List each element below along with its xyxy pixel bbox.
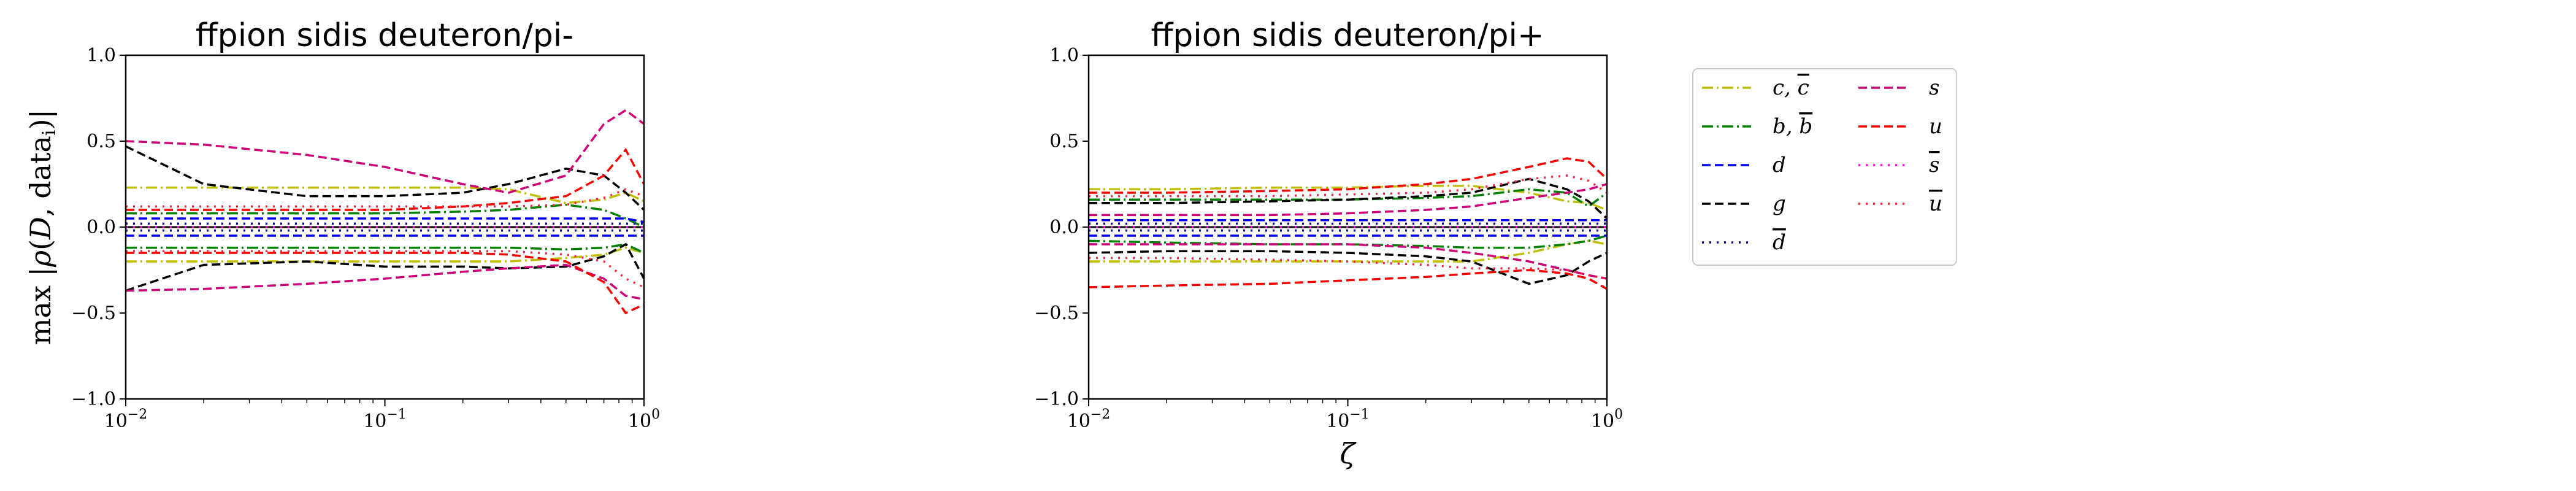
series-line-s-upper: [1089, 183, 1608, 217]
legend-label: d: [1773, 230, 1786, 255]
x-tick-label: 100: [1591, 407, 1623, 432]
tick-group: −1.0 −0.5 0.0 0.5 1.0 10−2 10−1 100: [1034, 45, 1623, 432]
tick-group: −1.0 −0.5 0.0 0.5 1.0 10−2 10−1 100: [71, 45, 660, 432]
series-line-g-lower: [125, 242, 645, 292]
series-line-s-lower: [1089, 243, 1608, 280]
y-tick-label: −1.0: [1034, 389, 1079, 410]
series-line-s-upper: [125, 109, 645, 194]
series-lines: [1088, 157, 1608, 290]
legend-label: g: [1773, 191, 1786, 216]
series-line-bb-upper: [126, 203, 645, 228]
legend-item-b_bbar: b, b: [1702, 114, 1812, 139]
legend-item-s: s: [1858, 75, 1939, 100]
legend-frame: [1692, 68, 1957, 266]
legend-label: s: [1929, 153, 1939, 177]
legend-item-c_cbar: c, c: [1702, 75, 1809, 100]
y-tick-label: 0.0: [1049, 217, 1079, 238]
legend-label: u: [1929, 191, 1942, 216]
series-lines: [125, 109, 645, 315]
series-line-g-upper: [1089, 177, 1608, 220]
series-line-d-upper: [126, 217, 645, 223]
y-tick-label: 0.0: [86, 217, 116, 238]
x-tick-label: 100: [628, 407, 660, 432]
y-tick-label: −0.5: [71, 303, 116, 324]
y-tick-label: −0.5: [1034, 303, 1079, 324]
y-tick-label: 0.5: [1049, 131, 1079, 152]
legend-label: d: [1773, 153, 1786, 177]
y-tick-label: 1.0: [1049, 45, 1079, 66]
series-line-u-lower: [1088, 269, 1608, 290]
y-tick-label: −1.0: [71, 389, 116, 410]
y-tick-label: 0.5: [86, 131, 116, 152]
series-line--lower: [126, 250, 645, 288]
x-tick-label: 10−1: [363, 407, 407, 432]
series-line-u-upper: [1089, 157, 1608, 194]
series-line-g-upper: [125, 145, 645, 211]
y-axis-label: max |ρ(D, datai)|: [24, 109, 60, 345]
y-tick-label: 1.0: [86, 45, 116, 66]
legend-item-d: d: [1702, 153, 1786, 177]
legend-item-sbar: s: [1858, 153, 1939, 177]
x-tick-label: 10−2: [1067, 407, 1111, 432]
x-axis-label: ζ: [1340, 437, 1357, 470]
legend-item-dbar: d: [1702, 230, 1786, 255]
legend-item-ubar: u: [1858, 191, 1942, 216]
panel-title: ffpion sidis deuteron/pi-: [196, 17, 573, 54]
series-line-bb-upper: [1089, 188, 1608, 208]
series-line-s-lower: [125, 263, 645, 301]
series-line-g-lower: [1088, 250, 1608, 285]
series-line-cc-upper: [1089, 185, 1608, 211]
x-tick-label: 10−2: [104, 407, 148, 432]
legend-label: b, b: [1773, 114, 1812, 139]
legend-label: c, c: [1773, 75, 1809, 100]
panel-title: ffpion sidis deuteron/pi+: [1151, 17, 1544, 54]
plot-panel-pi-minus: ffpion sidis deuteron/pi- −1.0 −0.5 0.0 0.5…: [24, 17, 660, 432]
plot-panel-pi-plus: ffpion sidis deuteron/pi+ −1.0 −0.5 0.0 0.5…: [1034, 17, 1623, 470]
series-line-bb-lower: [1088, 234, 1608, 249]
series-line-bb-lower: [126, 243, 645, 254]
legend-label: s: [1929, 75, 1939, 100]
series-line-u-lower: [126, 252, 645, 315]
legend-item-u: u: [1858, 114, 1942, 139]
legend-item-g: g: [1702, 191, 1786, 216]
x-tick-label: 10−1: [1326, 407, 1370, 432]
series-line-u-upper: [126, 147, 645, 211]
legend-label: u: [1929, 114, 1942, 139]
